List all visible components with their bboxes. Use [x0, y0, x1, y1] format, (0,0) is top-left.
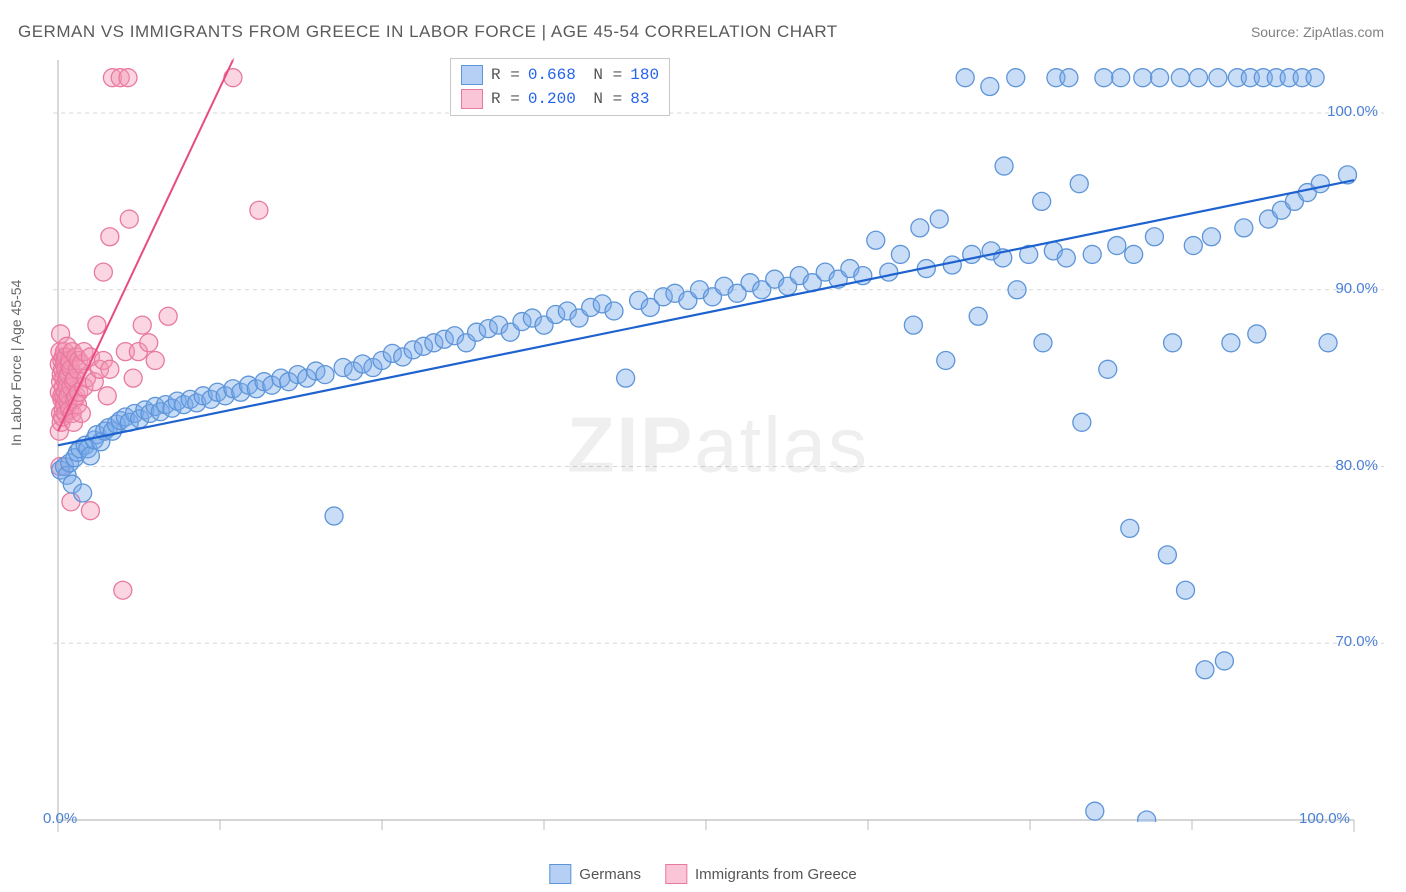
x-tick-label: 100.0%	[1299, 810, 1350, 827]
legend-r-value: 0.200	[528, 90, 576, 108]
legend-r-value: 0.668	[528, 66, 576, 84]
legend-series: Germans Immigrants from Greece	[549, 864, 856, 884]
legend-swatch-blue	[549, 864, 571, 884]
source-label: Source:	[1251, 24, 1299, 40]
legend-item: Germans	[549, 864, 641, 884]
legend-n-value: 83	[630, 90, 649, 108]
legend-r-label: R =	[491, 66, 520, 84]
chart-title: GERMAN VS IMMIGRANTS FROM GREECE IN LABO…	[18, 22, 838, 42]
chart-area: ZIPatlas 70.0%80.0%90.0%100.0%0.0%100.0%	[48, 55, 1388, 835]
legend-stats-row: R = 0.200 N = 83	[461, 87, 659, 111]
legend-stats: R = 0.668 N = 180 R = 0.200 N = 83	[450, 58, 670, 116]
legend-n-label: N =	[584, 66, 622, 84]
legend-swatch-blue	[461, 65, 483, 85]
legend-swatch-pink	[461, 89, 483, 109]
y-tick-label: 80.0%	[1335, 457, 1378, 474]
y-axis-label: In Labor Force | Age 45-54	[8, 280, 24, 446]
source-attribution: Source: ZipAtlas.com	[1251, 24, 1384, 40]
legend-stats-row: R = 0.668 N = 180	[461, 63, 659, 87]
legend-item: Immigrants from Greece	[665, 864, 857, 884]
legend-n-label: N =	[584, 90, 622, 108]
legend-label: Immigrants from Greece	[695, 866, 857, 883]
y-tick-label: 70.0%	[1335, 633, 1378, 650]
y-tick-label: 90.0%	[1335, 280, 1378, 297]
source-value: ZipAtlas.com	[1303, 24, 1384, 40]
legend-swatch-pink	[665, 864, 687, 884]
y-tick-label: 100.0%	[1327, 103, 1378, 120]
legend-n-value: 180	[630, 66, 659, 84]
legend-label: Germans	[579, 866, 641, 883]
x-tick-label: 0.0%	[43, 810, 77, 827]
legend-r-label: R =	[491, 90, 520, 108]
scatter-chart	[48, 55, 1388, 835]
